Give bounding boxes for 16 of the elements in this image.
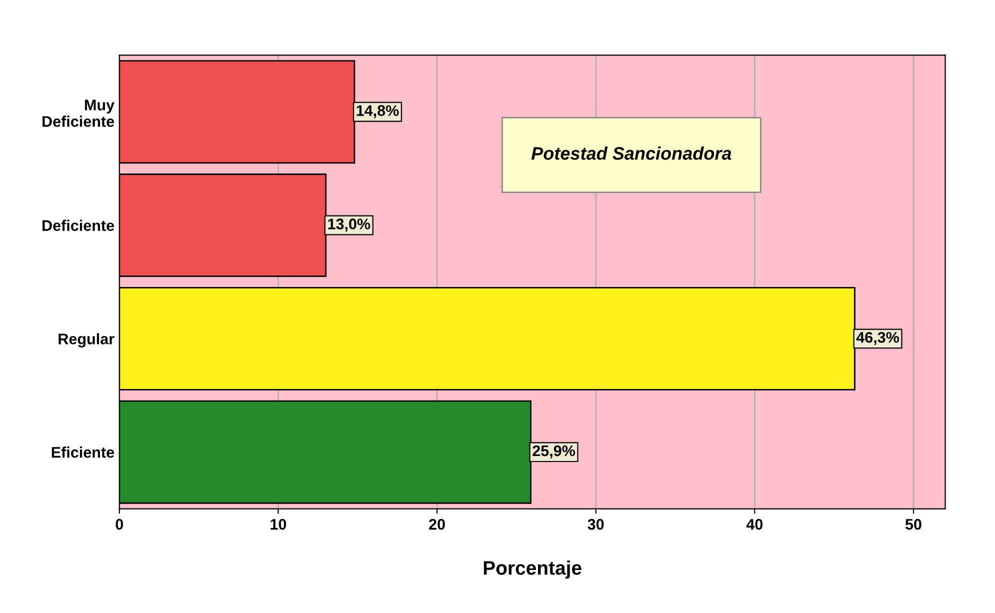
x-tick-label: 20 — [429, 518, 445, 530]
annotation: Potestad Sancionadora — [531, 146, 732, 160]
y-tick-label: Eficiente — [52, 446, 114, 458]
y-tick-label: Deficiente — [42, 220, 114, 231]
y-tick-label: Muy Deficiente — [42, 100, 114, 127]
y-tick-label: Regular — [58, 333, 114, 348]
data-label: 14,8% — [356, 105, 399, 118]
x-axis-title: Porcentaje — [484, 560, 582, 579]
x-tick-label: 30 — [588, 518, 604, 530]
x-tick-label: 0 — [116, 518, 124, 530]
x-tick-label: 40 — [746, 518, 763, 530]
x-tick-label: 10 — [270, 518, 286, 530]
data-label: 25,9% — [532, 445, 576, 458]
x-tick-label: 50 — [905, 518, 922, 530]
data-label: 13,0% — [328, 218, 370, 232]
data-label: 46,3% — [856, 332, 900, 345]
